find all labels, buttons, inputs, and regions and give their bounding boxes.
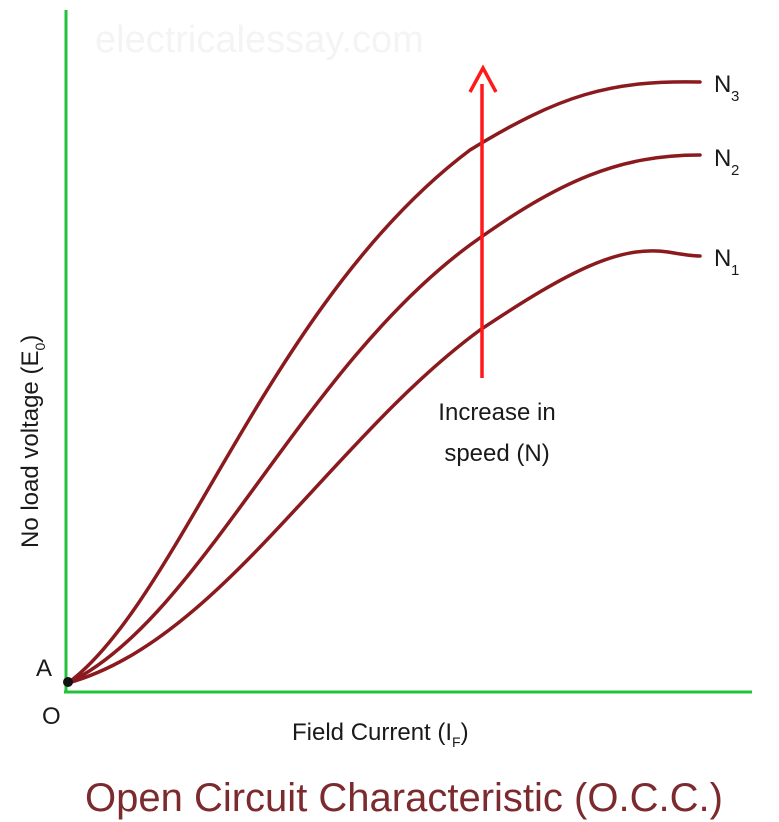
curve-label-n3-sub: 3 <box>731 88 739 105</box>
occ-curves <box>66 80 702 685</box>
curve-label-n2-sub: 2 <box>731 162 739 179</box>
x-axis-label: Field Current (IF) <box>292 719 469 750</box>
point-a-label: A <box>36 655 52 682</box>
y-axis-label-main: No load voltage (E <box>17 351 44 548</box>
curve-label-n2: N 2 <box>714 145 739 179</box>
y-axis-label-sub: 0 <box>32 343 48 351</box>
point-a <box>63 677 73 687</box>
watermark: electricalessay.com <box>95 19 424 61</box>
curve-label-n1: N 1 <box>714 245 739 279</box>
speed-arrow-head <box>468 64 498 93</box>
y-axis-label: No load voltage (E0) <box>17 335 48 548</box>
speed-arrow <box>468 64 498 378</box>
x-axis-label-close: ) <box>461 719 469 746</box>
curve-n2 <box>66 153 702 685</box>
curve-label-n2-main: N <box>714 145 731 172</box>
curve-label-n1-main: N <box>714 245 731 272</box>
curve-label-n3: N 3 <box>714 71 739 105</box>
curve-n1 <box>66 249 702 685</box>
curve-n3 <box>66 80 702 685</box>
annotation-line-2: speed (N) <box>444 440 549 467</box>
origin-label: O <box>42 703 61 730</box>
x-axis-label-main: Field Current (I <box>292 719 452 746</box>
x-axis-label-sub: F <box>452 734 461 750</box>
annotation-line-1: Increase in <box>438 399 555 426</box>
figure-title: Open Circuit Characteristic (O.C.C.) <box>85 776 723 820</box>
curve-label-n3-main: N <box>714 71 731 98</box>
curve-label-n1-sub: 1 <box>731 262 739 279</box>
y-axis-label-close: ) <box>17 335 44 343</box>
